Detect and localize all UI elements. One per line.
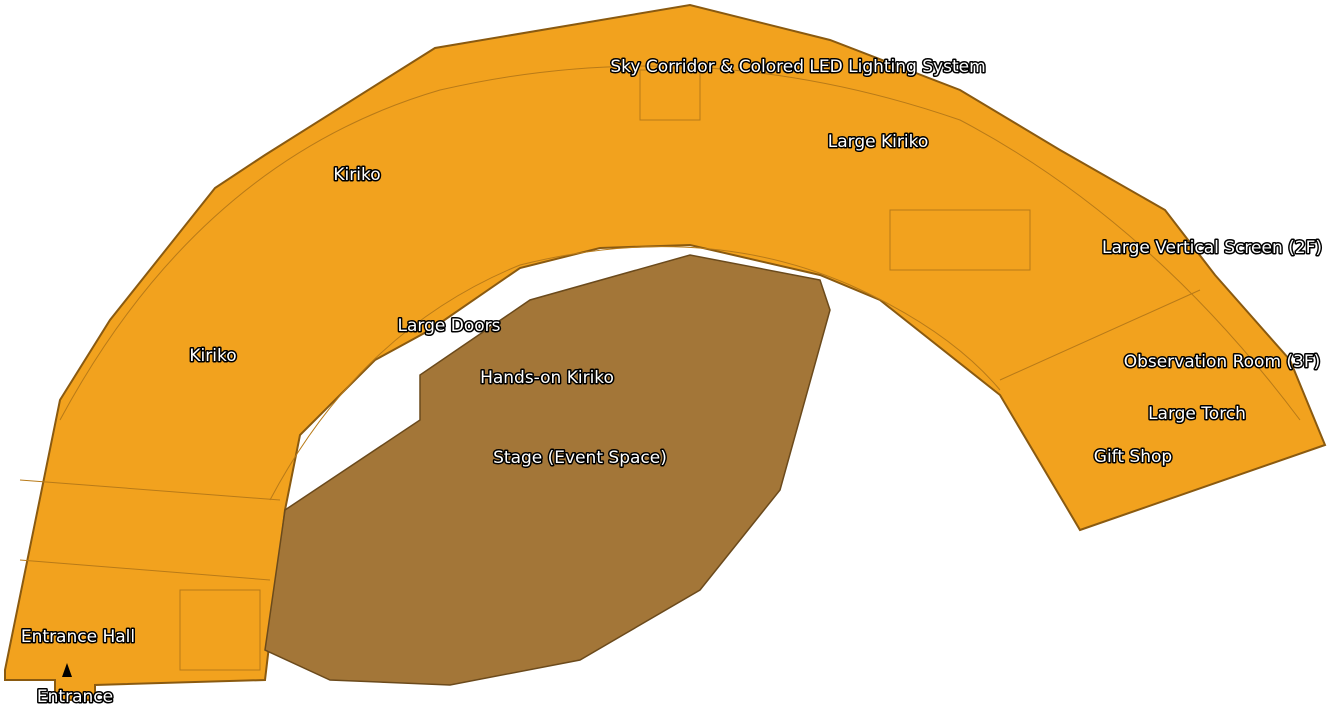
area-label: Sky Corridor & Colored LED Lighting Syst… [610, 57, 985, 77]
area-label: Gift Shop [1094, 447, 1172, 467]
area-label: Entrance Hall [21, 627, 135, 647]
area-label: Kiriko [189, 346, 236, 366]
stage [264, 254, 831, 686]
area-label: Large Torch [1148, 404, 1246, 424]
area-label: Entrance [37, 687, 113, 707]
area-label: Observation Room (3F) [1124, 352, 1321, 372]
area-label: Large Doors [398, 316, 501, 336]
area-label: Large Vertical Screen (2F) [1102, 238, 1322, 258]
area-label: Kiriko [333, 165, 380, 185]
area-label: Large Kiriko [828, 132, 928, 152]
interior-lines [19, 65, 1301, 671]
building [4, 3, 1327, 701]
area-label: Hands-on Kiriko [480, 368, 614, 388]
area-label: Stage (Event Space) [493, 448, 667, 468]
entrance-arrow [62, 663, 72, 677]
